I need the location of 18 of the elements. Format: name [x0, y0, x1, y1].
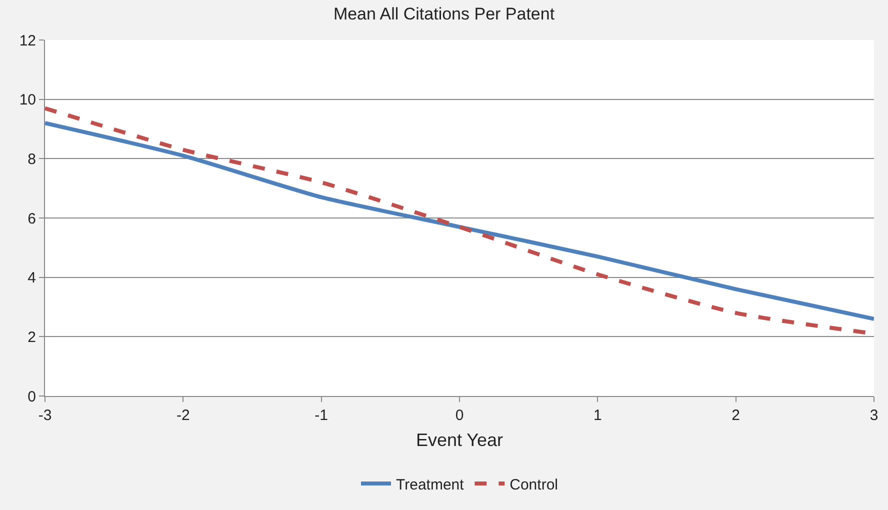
y-tick-label: 2	[28, 328, 36, 346]
x-tick-label: 2	[732, 407, 740, 424]
legend-label: Control	[510, 476, 558, 494]
y-tick-label: 6	[28, 210, 36, 228]
x-tick-label: 3	[870, 407, 878, 424]
x-tick-label: -1	[314, 407, 328, 424]
legend-label: Treatment	[396, 476, 465, 494]
y-tick-label: 8	[28, 150, 36, 168]
y-tick-label: 12	[19, 32, 36, 50]
x-tick-label: 1	[594, 407, 602, 424]
x-tick-label: -2	[176, 407, 190, 424]
x-axis-title: Event Year	[416, 430, 504, 450]
y-tick-label: 4	[28, 270, 36, 287]
chart-title: Mean All Citations Per Patent	[333, 4, 555, 24]
y-tick-label: 10	[19, 92, 36, 109]
x-tick-label: 0	[455, 407, 464, 424]
y-tick-label: 0	[28, 388, 36, 406]
x-tick-label: -3	[38, 407, 52, 424]
